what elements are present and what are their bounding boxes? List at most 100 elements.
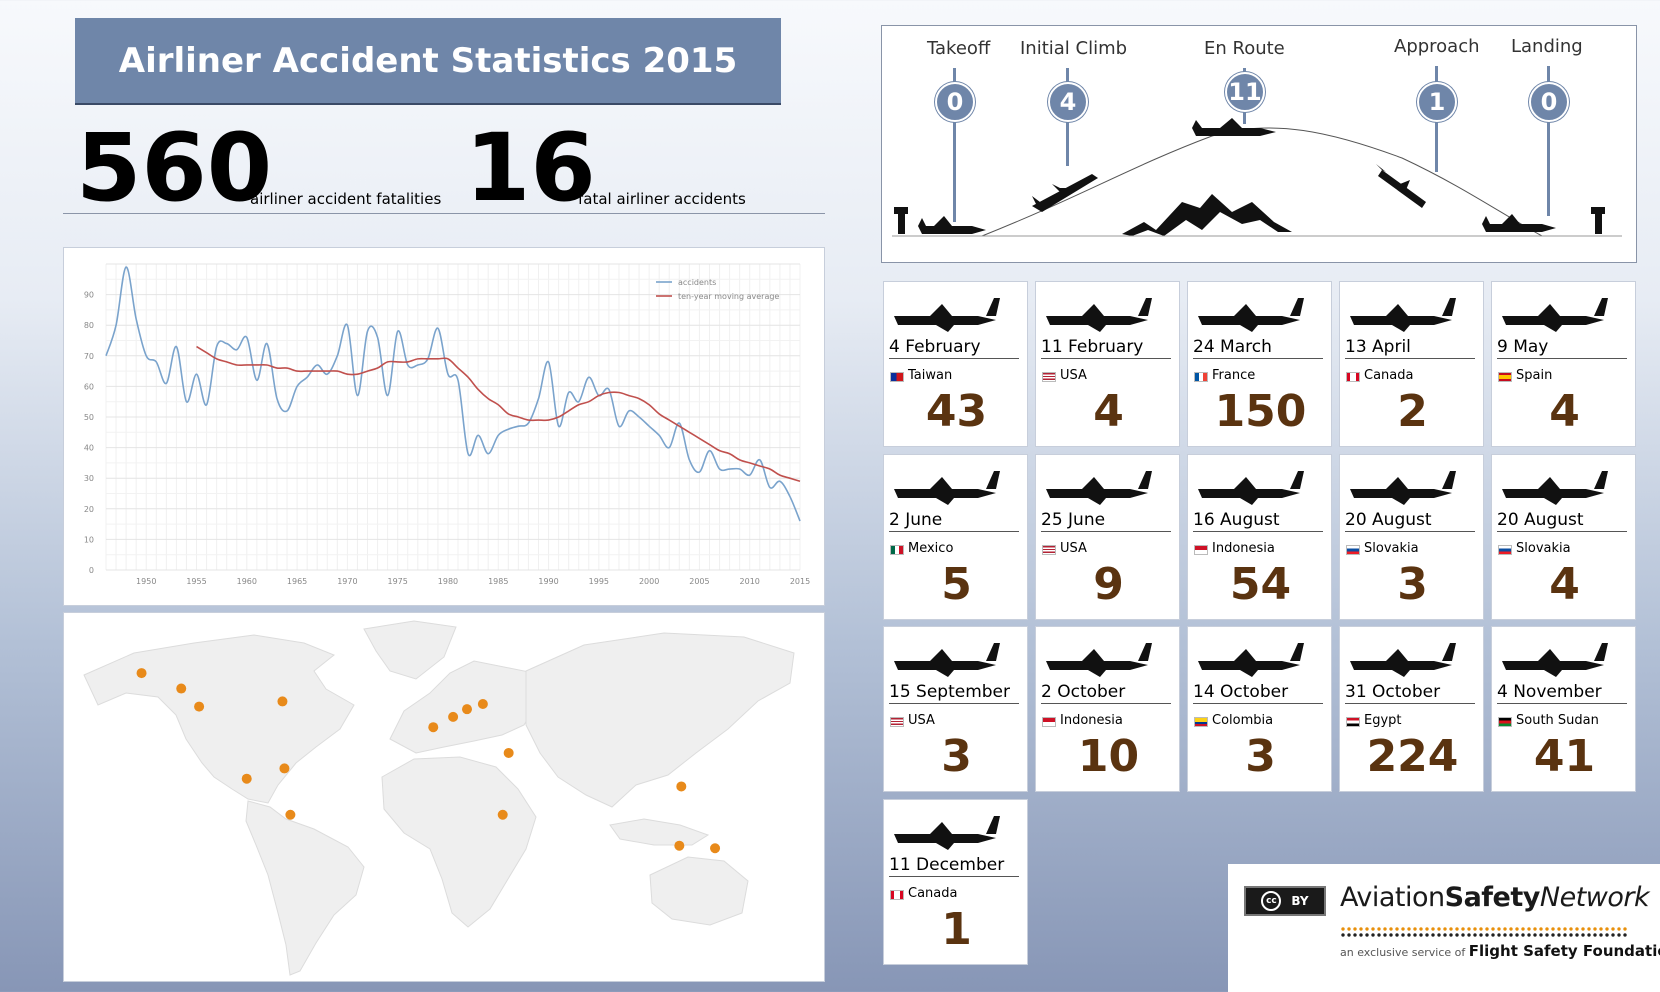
country-flag-icon: [1194, 717, 1208, 727]
accidents-value: 16: [465, 114, 596, 223]
accident-location-marker[interactable]: [428, 722, 439, 733]
approach-plane-icon: [1376, 164, 1426, 208]
phase-label-en-route: En Route: [1204, 38, 1285, 59]
accident-location-marker[interactable]: [194, 701, 205, 712]
y-tick-label: 40: [84, 444, 94, 453]
accident-date: 2 October: [1041, 682, 1171, 704]
accident-location-marker[interactable]: [477, 699, 488, 710]
accident-date: 14 October: [1193, 682, 1323, 704]
legend-label: ten-year moving average: [678, 292, 779, 301]
accident-country: USA: [1060, 368, 1087, 383]
cc-icon: cc: [1261, 891, 1282, 911]
asn-logo: cc BY AviationSafetyNetwork an exclusive…: [1228, 864, 1660, 992]
accident-card: 24 March France 150: [1187, 281, 1332, 447]
y-tick-label: 60: [84, 382, 94, 391]
accident-location-marker[interactable]: [448, 711, 459, 722]
accidents-label: fatal airliner accidents: [578, 190, 746, 208]
accident-location-marker[interactable]: [279, 763, 290, 774]
accident-card: 2 June Mexico 5: [883, 454, 1028, 620]
accident-fatalities: 150: [1214, 386, 1307, 437]
country-flag-icon: [890, 372, 904, 382]
asn-tagline: an exclusive service of Flight Safety Fo…: [1340, 942, 1660, 960]
accidents-line-chart: 0 10 20 30 40 50 60 70 80 90 1950 1955 1960 1965 1970 1…: [84, 263, 810, 586]
country-flag-icon: [890, 545, 904, 555]
accident-location-marker[interactable]: [277, 696, 288, 707]
accident-fatalities: 4: [1093, 386, 1124, 437]
accident-date: 13 April: [1345, 337, 1475, 359]
accident-location-marker[interactable]: [497, 809, 508, 820]
accident-date: 11 February: [1041, 337, 1171, 359]
accident-country: Colombia: [1212, 713, 1274, 728]
accident-date: 2 June: [889, 510, 1019, 532]
cc-by-license-badge[interactable]: cc BY: [1244, 886, 1326, 916]
x-tick-label: 2015: [790, 577, 810, 586]
accident-location-marker[interactable]: [176, 683, 187, 694]
accident-date: 20 August: [1345, 510, 1475, 532]
south-america-shape: [245, 800, 365, 976]
takeoff-plane-icon: [918, 216, 986, 234]
series-line-accidents: [105, 266, 801, 522]
accident-fatalities: 9: [1093, 559, 1124, 610]
phase-count-initial-climb: 4: [1048, 82, 1088, 122]
country-flag-icon: [1194, 545, 1208, 555]
climb-plane-icon: [1032, 174, 1098, 212]
accident-location-marker[interactable]: [710, 843, 721, 854]
accident-location-marker[interactable]: [136, 668, 147, 679]
accident-country: Slovakia: [1516, 541, 1571, 556]
x-tick-label: 1990: [538, 577, 558, 586]
aircraft-silhouette-icon: [1046, 471, 1152, 505]
fatalities-value: 560: [76, 114, 273, 223]
asn-dots-black: [1340, 932, 1628, 938]
accident-card: 4 February Taiwan 43: [883, 281, 1028, 447]
country-flag-icon: [890, 717, 904, 727]
accident-country: Slovakia: [1364, 541, 1419, 556]
accident-card: 11 February USA 4: [1035, 281, 1180, 447]
asn-dots-orange: [1340, 926, 1628, 932]
asia-shape: [525, 632, 795, 808]
x-tick-label: 1980: [438, 577, 458, 586]
phase-count-approach: 1: [1417, 82, 1457, 122]
accident-fatalities: 224: [1366, 731, 1459, 782]
africa-shape: [381, 756, 537, 928]
accident-fatalities: 4: [1549, 559, 1580, 610]
accident-country: Egypt: [1364, 713, 1402, 728]
accident-card: 2 October Indonesia 10: [1035, 626, 1180, 792]
landing-plane-icon: [1482, 214, 1556, 232]
x-tick-label: 2005: [689, 577, 709, 586]
country-flag-icon: [1042, 372, 1056, 382]
accident-country: Canada: [908, 886, 958, 901]
flight-phase-panel: Takeoff 0 Initial Climb 4 En Route 11 Ap…: [881, 25, 1637, 263]
accident-country: France: [1212, 368, 1256, 383]
country-flag-icon: [1042, 717, 1056, 727]
accident-date: 24 March: [1193, 337, 1323, 359]
accident-card: 13 April Canada 2: [1339, 281, 1484, 447]
aircraft-silhouette-icon: [894, 298, 1000, 332]
accident-date: 25 June: [1041, 510, 1171, 532]
y-tick-label: 20: [84, 505, 94, 514]
accident-location-marker[interactable]: [674, 840, 685, 851]
phase-label-takeoff: Takeoff: [927, 38, 991, 59]
accident-country: Indonesia: [1212, 541, 1275, 556]
phase-line-landing: [1547, 66, 1550, 216]
country-flag-icon: [890, 890, 904, 900]
greenland-shape: [363, 620, 457, 680]
accident-location-marker[interactable]: [503, 747, 514, 758]
accident-location-marker[interactable]: [241, 773, 252, 784]
x-tick-label: 1965: [287, 577, 307, 586]
country-flag-icon: [1194, 372, 1208, 382]
aircraft-silhouette-icon: [894, 471, 1000, 505]
country-flag-icon: [1498, 372, 1512, 382]
accident-country: Mexico: [908, 541, 954, 556]
flight-profile-illustration: [892, 118, 1622, 237]
y-tick-label: 10: [84, 535, 94, 544]
accident-country: USA: [1060, 541, 1087, 556]
accident-card: 31 October Egypt 224: [1339, 626, 1484, 792]
accident-location-marker[interactable]: [461, 704, 472, 715]
x-tick-label: 2000: [639, 577, 659, 586]
accident-location-marker[interactable]: [676, 781, 687, 792]
aircraft-silhouette-icon: [894, 643, 1000, 677]
accident-date: 31 October: [1345, 682, 1475, 704]
accident-location-marker[interactable]: [285, 809, 296, 820]
accident-fatalities: 43: [925, 386, 988, 437]
accident-country: Indonesia: [1060, 713, 1123, 728]
